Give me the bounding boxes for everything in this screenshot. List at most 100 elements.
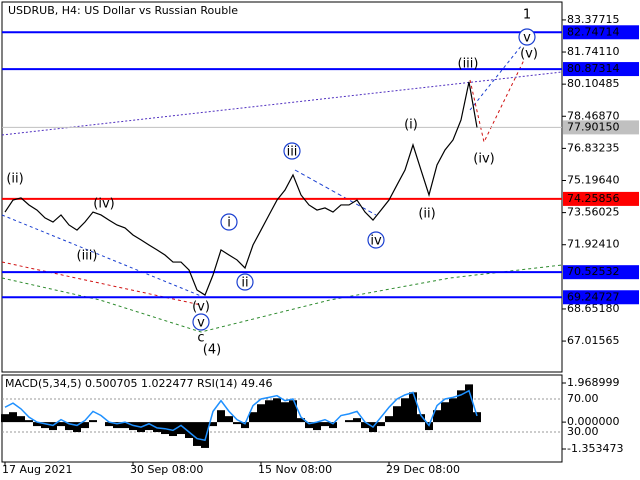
histogram-bar (409, 392, 417, 423)
y-tick-label: 0.000000 (567, 415, 620, 428)
histogram-bar (305, 422, 313, 429)
wave-label: (iii) (458, 57, 479, 72)
histogram-bar (65, 422, 73, 431)
histogram-bar (417, 414, 425, 423)
chart-title: USDRUB, H4: US Dollar vs Russian Rouble (8, 4, 238, 17)
y-tick-label: 1.968999 (567, 376, 620, 389)
histogram-bar (289, 400, 297, 423)
y-tick-label: 75.19640 (567, 173, 620, 186)
y-tick-label: 76.83235 (567, 141, 620, 154)
wave-circle (220, 213, 238, 231)
histogram-bar (249, 412, 257, 423)
histogram-bar (345, 420, 353, 423)
histogram-bar (41, 422, 49, 429)
last-price-label: 77.90150 (567, 120, 620, 133)
level-box (563, 62, 639, 77)
histogram-bar (225, 416, 233, 423)
histogram-bar (89, 420, 97, 423)
histogram-bar (121, 422, 129, 429)
wave-label: v (523, 31, 531, 46)
histogram-bar (377, 422, 385, 427)
histogram-bar (1, 414, 9, 423)
histogram-bar (73, 422, 81, 433)
histogram-bar (473, 412, 481, 423)
histogram-bar (81, 422, 89, 429)
wave-label: 1 (523, 8, 531, 23)
wave-label: (iv) (473, 152, 494, 167)
level-label: 70.52532 (567, 265, 620, 278)
level-label: 69.24727 (567, 290, 620, 303)
histogram-bar (385, 416, 393, 423)
level-box (563, 265, 639, 280)
histogram-bar (313, 422, 321, 431)
histogram-bar (177, 422, 185, 435)
y-tick-label: 73.56025 (567, 206, 620, 219)
level-box (563, 290, 639, 305)
wave-label: c (197, 331, 204, 346)
histogram-bar (57, 422, 65, 427)
wave-circle (192, 313, 210, 331)
rsi-line (4, 389, 478, 442)
histogram-bar (257, 404, 265, 423)
price-line (4, 81, 478, 296)
wave-circle (518, 28, 536, 46)
histogram-bar (169, 422, 177, 437)
histogram-bar (241, 422, 249, 429)
level-box (563, 25, 639, 40)
histogram-bar (265, 400, 273, 423)
level-label: 80.87314 (567, 62, 620, 75)
histogram-bar (201, 422, 209, 448)
histogram-bar (457, 390, 465, 423)
wave-label: iii (287, 145, 298, 160)
y-tick-label: 83.37715 (567, 13, 620, 26)
wave-circle (283, 142, 301, 160)
x-tick-label: 30 Sep 08:00 (130, 463, 203, 476)
histogram-bar (193, 422, 201, 446)
y-tick-label: 81.74110 (567, 45, 620, 58)
wave-line (1, 264, 563, 333)
level-box (563, 191, 639, 206)
wave-label: (iv) (93, 197, 114, 212)
wave-label: ii (241, 276, 248, 291)
wave-circle (236, 273, 254, 291)
wave-label: (v) (192, 300, 210, 315)
wave-line (469, 44, 523, 111)
histogram-bar (297, 418, 305, 423)
x-tick-label: 15 Nov 08:00 (258, 463, 332, 476)
histogram-bar (449, 398, 457, 423)
wave-label: (i) (404, 118, 418, 133)
histogram-bar (9, 412, 17, 423)
wave-label: (ii) (418, 207, 435, 222)
y2-tick-label: 30.00 (567, 425, 599, 438)
histogram-bar (105, 422, 113, 427)
histogram-bar (465, 384, 473, 423)
histogram-bar (33, 422, 41, 427)
histogram-bar (401, 398, 409, 423)
y2-tick-label: 70.00 (567, 392, 599, 405)
histogram-bar (393, 406, 401, 423)
y-tick-label: 71.92410 (567, 238, 620, 251)
histogram-bar (233, 422, 241, 425)
y-tick-label: -1.353473 (567, 442, 623, 455)
histogram-bar (145, 422, 153, 431)
wave-circle (367, 231, 385, 249)
main-panel (1, 1, 563, 373)
wave-label: v (197, 316, 205, 331)
histogram-bar (209, 422, 217, 427)
histogram-bar (25, 420, 33, 423)
histogram-bar (217, 410, 225, 423)
y-tick-label: 80.10485 (567, 77, 620, 90)
wave-label: i (227, 216, 231, 231)
wave-label: (iii) (77, 249, 98, 264)
histogram-bar (281, 402, 289, 423)
wave-label: (ii) (6, 172, 23, 187)
x-tick-label: 17 Aug 2021 (2, 463, 72, 476)
histogram-bar (433, 410, 441, 423)
indicator-title: MACD(5,34,5) 0.500705 1.022477 RSI(14) 4… (5, 377, 272, 390)
level-label: 82.74714 (567, 25, 620, 38)
last-price-box (563, 120, 639, 135)
wave-label: (4) (203, 343, 221, 358)
histogram-bar (353, 418, 361, 423)
histogram-bar (17, 416, 25, 423)
